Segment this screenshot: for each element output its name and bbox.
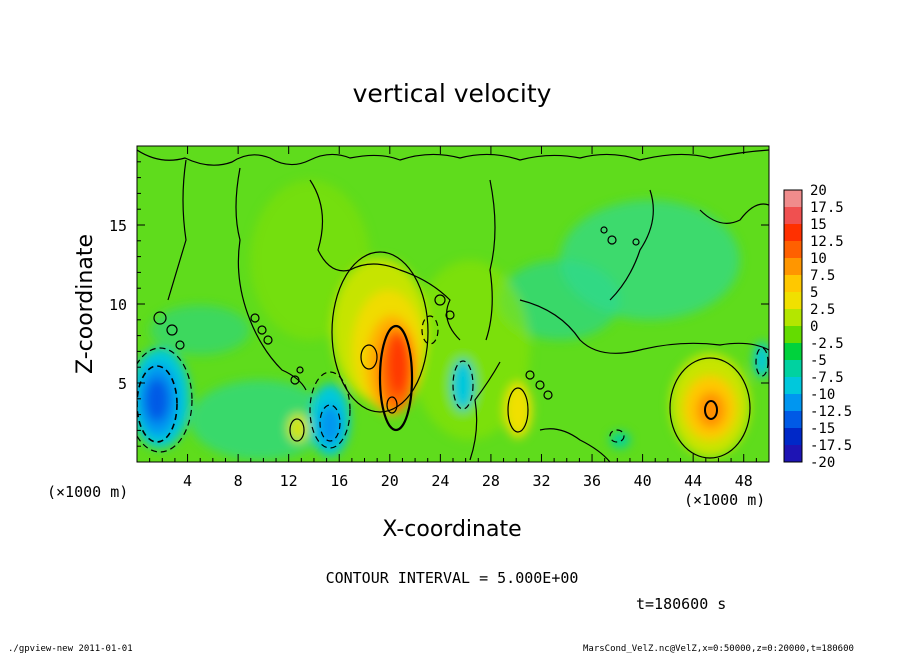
colorbar-label: 5 — [810, 285, 818, 301]
contour-interval: CONTOUR INTERVAL = 5.000E+00 — [326, 569, 579, 587]
colorbar-label: 7.5 — [810, 268, 835, 284]
x-tick-label: 8 — [234, 472, 243, 490]
x-tick-label: 12 — [280, 472, 298, 490]
y-tick-label: 10 — [109, 296, 127, 314]
x-tick-label: 16 — [330, 472, 348, 490]
colorbar-label: -17.5 — [810, 438, 852, 454]
colorbar-swatch — [784, 224, 802, 242]
colorbar-swatch — [784, 428, 802, 446]
colorbar-swatch — [784, 292, 802, 310]
colorbar-swatch — [784, 394, 802, 412]
colorbar-swatch — [784, 377, 802, 395]
colorbar-swatch — [784, 190, 802, 208]
colorbar-label: 0 — [810, 319, 818, 335]
colorbar: 2017.51512.5107.552.50-2.5-5-7.5-10-12.5… — [783, 183, 852, 471]
x-tick-label: 40 — [634, 472, 652, 490]
footer-right: MarsCond_VelZ.nc@VelZ,x=0:50000,z=0:2000… — [583, 644, 854, 654]
colorbar-label: 17.5 — [810, 200, 844, 216]
y-axis: 5 10 15 — [109, 161, 769, 447]
colorbar-label: -20 — [810, 455, 835, 471]
x-tick-label: 48 — [735, 472, 753, 490]
colorbar-label: 2.5 — [810, 302, 835, 318]
x-tick-label: 28 — [482, 472, 500, 490]
plot-area — [137, 146, 769, 462]
x-tick-label: 44 — [684, 472, 702, 490]
x-tick-label: 4 — [183, 472, 192, 490]
time-label: t=180600 s — [636, 595, 726, 613]
colorbar-swatch — [784, 445, 802, 463]
colorbar-label: -12.5 — [810, 404, 852, 420]
negative-contours — [137, 315, 769, 453]
colorbar-label: -2.5 — [810, 336, 844, 352]
y-axis-label: Z-coordinate — [73, 234, 98, 374]
colorbar-label: 15 — [810, 217, 827, 233]
colorbar-swatch — [784, 309, 802, 327]
colorbar-swatch — [784, 241, 802, 259]
colorbar-label: -7.5 — [810, 370, 844, 386]
x-tick-label: 24 — [431, 472, 449, 490]
colorbar-label: 12.5 — [810, 234, 844, 250]
colorbar-swatch — [784, 275, 802, 293]
colorbar-label: 10 — [810, 251, 827, 267]
colorbar-swatch — [784, 343, 802, 361]
colorbar-label: -10 — [810, 387, 835, 403]
y-tick-label: 5 — [118, 375, 127, 393]
x-unit-label-left: (×1000 m) — [47, 483, 128, 501]
footer-left: ./gpview-new 2011-01-01 — [8, 644, 133, 654]
colorbar-swatch — [784, 326, 802, 344]
chart-title: vertical velocity — [353, 79, 552, 108]
x-tick-label: 20 — [381, 472, 399, 490]
x-axis: 4 8 12 16 20 24 28 32 36 40 44 48 — [149, 146, 757, 490]
colorbar-label: -5 — [810, 353, 827, 369]
y-tick-label: 15 — [109, 217, 127, 235]
x-tick-label: 32 — [532, 472, 550, 490]
x-unit-label-right: (×1000 m) — [684, 491, 765, 509]
colorbar-swatch — [784, 411, 802, 429]
x-axis-label: X-coordinate — [382, 517, 521, 542]
colorbar-swatch — [784, 258, 802, 276]
contour-lines — [137, 149, 769, 462]
colorbar-swatch — [784, 360, 802, 378]
colorbar-frame — [783, 189, 803, 463]
colorbar-swatch — [784, 207, 802, 225]
x-tick-label: 36 — [583, 472, 601, 490]
colorbar-label: 20 — [810, 183, 827, 199]
colorbar-label: -15 — [810, 421, 835, 437]
